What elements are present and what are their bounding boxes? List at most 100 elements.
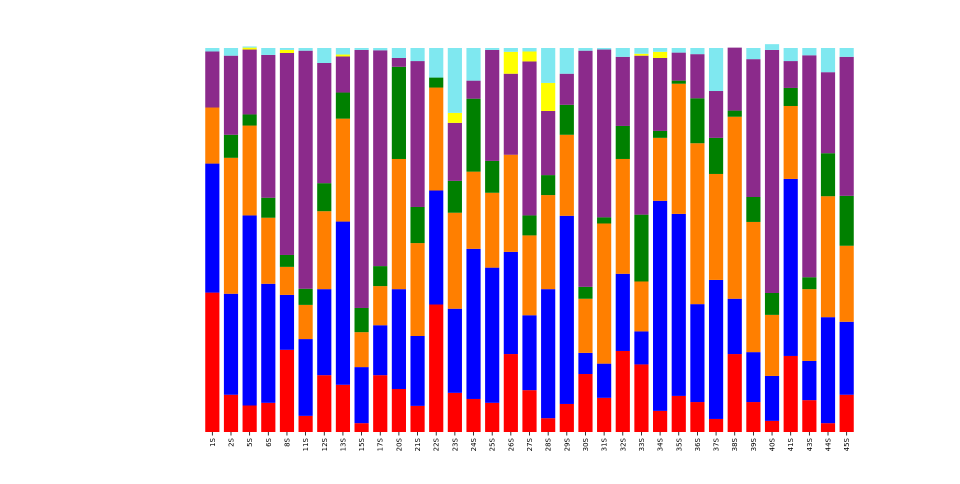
bar-segment-11S-s7 [298,48,313,51]
bar-segment-30S-s1 [578,374,593,432]
bar-segment-12S-s4 [317,183,332,212]
bar-segment-20S-s7 [391,48,406,58]
x-tick-label: 21S [414,437,422,451]
x-tick-label: 26S [507,437,515,451]
bar-segment-34S-s4 [653,130,668,138]
x-tick-label: 37S [713,437,721,451]
x-tick-label: 32S [619,437,627,451]
bar-segment-11S-s3 [298,304,313,340]
x-tick-label: 25S [489,437,497,451]
x-axis: 1S 2S 5S 6S 8S 11S 12S 13S 15S 17S 20S 21S 22S 23S 24S… [209,432,851,451]
bar-segment-17S-s7 [373,48,388,51]
bar-segment-31S-s7 [597,48,612,50]
bar-segment-25S-s3 [485,192,500,268]
x-tick-label: 28S [545,437,553,451]
x-tick-label: 35S [675,437,683,451]
bar-segment-6S-s3 [261,217,276,284]
bar-segment-40S-s2 [764,375,780,421]
bar-segment-30S-s7 [578,48,593,51]
bar-segment-28S-s5 [541,110,556,176]
bar-segment-26S-s2 [503,251,518,355]
bar-segment-31S-s1 [597,397,612,432]
bar-segment-31S-s4 [597,217,612,224]
bar-segment-2S-s3 [223,157,239,294]
bar-segment-38S-s1 [727,354,742,432]
bar-segment-37S-s2 [708,279,724,419]
x-tick-label: 30S [582,437,590,451]
bar-segment-41S-s3 [783,105,798,179]
bar-segment-6S-s5 [261,54,276,198]
bar-segment-22S-s1 [429,304,444,432]
bar-segment-33S-s4 [634,214,649,282]
bar-segment-26S-s7 [503,48,518,52]
bar-segment-2S-s4 [223,134,239,158]
bar-segment-12S-s1 [317,375,332,432]
bar-segment-33S-s2 [634,331,649,365]
x-tick-label: 11S [302,437,310,451]
bar-segment-15S-s7 [354,48,369,50]
bar-segment-38S-s2 [727,298,742,355]
bar-segment-37S-s3 [708,173,724,280]
bar-segment-30S-s4 [578,286,593,299]
bar-segment-1S-s1 [205,292,220,432]
bar-segment-34S-s3 [653,137,668,201]
bar-segment-31S-s2 [597,363,612,398]
bar-segment-11S-s5 [298,50,313,289]
bar-segment-44S-s7 [820,48,836,73]
x-tick-label: 22S [433,437,441,451]
bar-segment-20S-s5 [391,57,406,67]
bar-segment-38S-s3 [727,116,742,299]
bar-segment-32S-s2 [615,273,630,351]
bar-segment-13S-s2 [335,221,351,385]
bar-segment-21S-s2 [410,336,425,406]
bar-segment-35S-s7 [671,48,686,53]
bar-segment-25S-s4 [485,160,500,193]
bar-segment-28S-s6 [541,82,556,111]
bar-segment-41S-s4 [783,87,798,106]
bar-segment-17S-s1 [373,375,388,432]
bar-segment-22S-s4 [429,77,444,88]
bar-segment-35S-s3 [671,83,686,214]
bar-segment-24S-s7 [466,48,481,81]
bar-segment-45S-s4 [839,195,854,246]
bar-segment-36S-s4 [690,98,705,144]
bar-segment-5S-s2 [242,215,257,406]
bar-segment-39S-s4 [746,196,761,222]
bar-segment-39S-s7 [746,48,761,60]
x-tick-label: 31S [601,437,609,451]
bar-segment-6S-s7 [261,48,276,55]
bar-segment-11S-s2 [298,339,313,416]
bar-segment-15S-s4 [354,307,369,333]
x-tick-label: 36S [694,437,702,451]
bar-segment-40S-s4 [764,292,780,315]
bar-segment-37S-s4 [708,137,724,174]
bar-segment-37S-s1 [708,418,724,432]
bar-segment-35S-s5 [671,52,686,81]
x-tick-label: 44S [825,437,833,451]
bar-segment-22S-s3 [429,87,444,191]
bar-segment-43S-s4 [802,277,817,290]
bar-segment-36S-s3 [690,143,705,305]
bar-segment-15S-s1 [354,423,369,432]
bar-segment-2S-s2 [223,293,239,395]
x-tick-label: 24S [470,437,478,451]
bar-segment-22S-s7 [429,48,444,78]
bar-segment-29S-s2 [559,215,574,404]
bar-segment-17S-s4 [373,266,388,287]
bar-segment-24S-s1 [466,398,481,432]
bar-segment-21S-s1 [410,405,425,432]
bar-segment-8S-s2 [279,294,295,350]
x-tick-label: 12S [321,437,329,451]
bar-segment-24S-s4 [466,98,481,172]
bar-segment-34S-s2 [653,200,668,411]
bar-segment-13S-s3 [335,118,351,222]
bar-segment-13S-s7 [335,48,351,55]
x-tick-label: 43S [806,437,814,451]
x-tick-label: 40S [769,437,777,451]
bar-segment-17S-s3 [373,286,388,326]
bar-segment-41S-s7 [783,48,798,62]
bar-segment-33S-s6 [634,53,649,56]
bar-segment-8S-s7 [279,48,295,50]
bar-segment-1S-s7 [205,48,220,52]
bar-segment-44S-s2 [820,317,836,424]
